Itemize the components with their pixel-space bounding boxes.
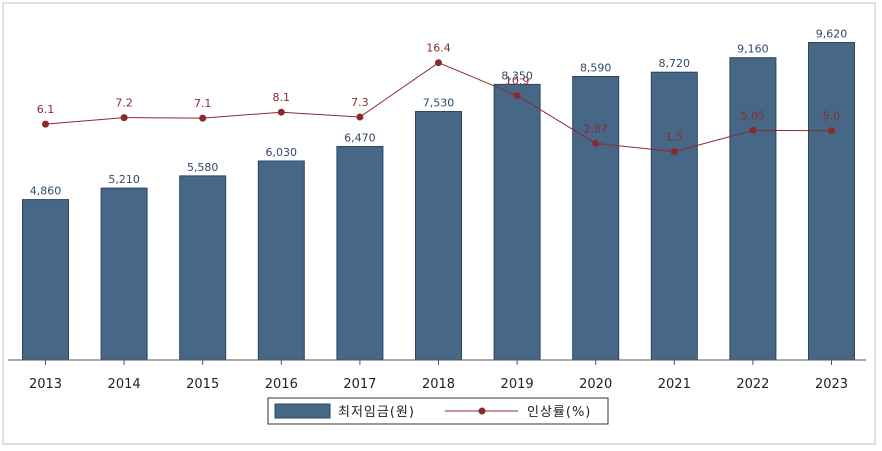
rate-point-2013 <box>42 120 49 128</box>
x-tick-label-2022: 2022 <box>736 377 769 392</box>
line-layer <box>42 59 835 156</box>
rate-point-2018 <box>435 59 442 67</box>
bar-value-label-2017: 6,470 <box>344 132 376 145</box>
bar-2015 <box>179 175 227 361</box>
bar-2023 <box>808 42 855 361</box>
bar-2019 <box>493 83 541 361</box>
bar-value-label-2013: 4,860 <box>30 185 62 198</box>
bar-value-label-2019: 8,350 <box>501 69 533 82</box>
labels-layer: 4,860 6.1 5,210 7.2 5,580 7.1 6,030 8.1 6,470 7.3… <box>30 28 848 198</box>
rate-point-2023 <box>828 127 835 135</box>
rate-value-label-2023: 5.0 <box>823 110 841 123</box>
legend-line-label: 인상률(%) <box>527 405 591 420</box>
bars-layer <box>22 42 855 361</box>
rate-point-2015 <box>199 114 207 122</box>
legend-bar-label: 최저임금(원) <box>338 405 415 420</box>
bar-value-label-2015: 5,580 <box>187 161 219 174</box>
bar-value-label-2022: 9,160 <box>737 43 769 56</box>
rate-point-2016 <box>277 108 285 116</box>
rate-value-label-2013: 6.1 <box>37 103 55 116</box>
rate-value-label-2019: 10.9 <box>505 75 530 88</box>
x-tick-label-2015: 2015 <box>186 377 219 392</box>
bar-2020 <box>572 76 620 361</box>
rate-point-2019 <box>513 92 521 99</box>
x-tick-label-2021: 2021 <box>658 377 691 392</box>
rate-value-label-2015: 7.1 <box>194 97 212 110</box>
rate-point-2014 <box>120 114 128 122</box>
rate-point-2022 <box>749 126 757 134</box>
rate-value-label-2014: 7.2 <box>115 97 133 110</box>
x-tick-label-2013: 2013 <box>29 377 62 392</box>
x-tick-label-2014: 2014 <box>108 377 141 392</box>
bar-value-label-2021: 8,720 <box>659 57 691 70</box>
rate-value-label-2018: 16.4 <box>426 42 451 55</box>
bar-2016 <box>257 160 305 361</box>
rate-value-label-2017: 7.3 <box>351 96 369 109</box>
x-tick-label-2017: 2017 <box>343 377 376 392</box>
bar-2014 <box>100 187 148 361</box>
rate-point-2021 <box>670 148 678 156</box>
rate-value-label-2022: 5.05 <box>741 109 766 122</box>
x-tick-label-2016: 2016 <box>265 377 298 392</box>
bar-2022 <box>729 57 777 361</box>
x-tick-label-2018: 2018 <box>422 377 455 392</box>
bar-2013 <box>22 199 69 361</box>
rate-value-label-2016: 8.1 <box>273 91 291 104</box>
bar-2018 <box>415 111 462 361</box>
bar-value-label-2016: 6,030 <box>266 146 298 159</box>
x-tick-label-2023: 2023 <box>815 377 848 392</box>
legend-line-marker <box>478 407 486 415</box>
bar-value-label-2020: 8,590 <box>580 62 612 75</box>
bar-value-label-2018: 7,530 <box>423 97 455 110</box>
bar-2017 <box>336 146 384 361</box>
rate-point-2017 <box>356 113 364 121</box>
bar-value-label-2023: 9,620 <box>816 28 848 41</box>
rate-value-label-2020: 2.87 <box>583 122 608 135</box>
rate-value-label-2021: 1.5 <box>666 131 684 144</box>
x-tick-label-2019: 2019 <box>501 377 534 392</box>
bar-2021 <box>650 71 698 361</box>
legend-bar-swatch <box>274 403 331 419</box>
ticks-layer: 2013 2014 2015 2016 2017 2018 2019 2020 2021 2022… <box>29 360 848 392</box>
bar-value-label-2014: 5,210 <box>108 173 140 186</box>
legend: 최저임금(원) 인상률(%) <box>267 397 609 425</box>
rate-point-2020 <box>592 139 600 147</box>
x-tick-label-2020: 2020 <box>579 377 612 392</box>
